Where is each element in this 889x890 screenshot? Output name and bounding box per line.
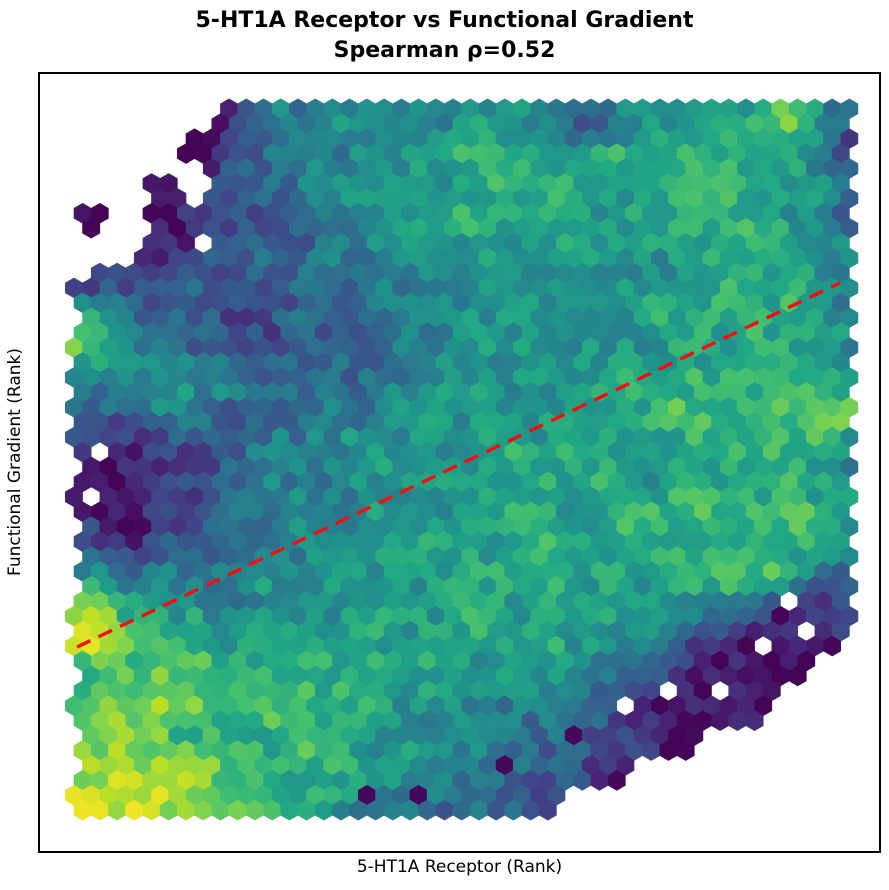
plot-area [38, 72, 881, 853]
chart-title-line1: 5-HT1A Receptor vs Functional Gradient [195, 8, 694, 33]
hexbin-plot [65, 98, 859, 821]
hexbin-layer [65, 98, 859, 821]
y-axis-label: Functional Gradient (Rank) [5, 348, 25, 576]
x-axis-label: 5-HT1A Receptor (Rank) [356, 857, 563, 877]
chart-title-line2: Spearman ρ=0.52 [333, 38, 556, 63]
trend-line [76, 281, 841, 649]
chart-title: 5-HT1A Receptor vs Functional Gradient S… [0, 6, 889, 66]
